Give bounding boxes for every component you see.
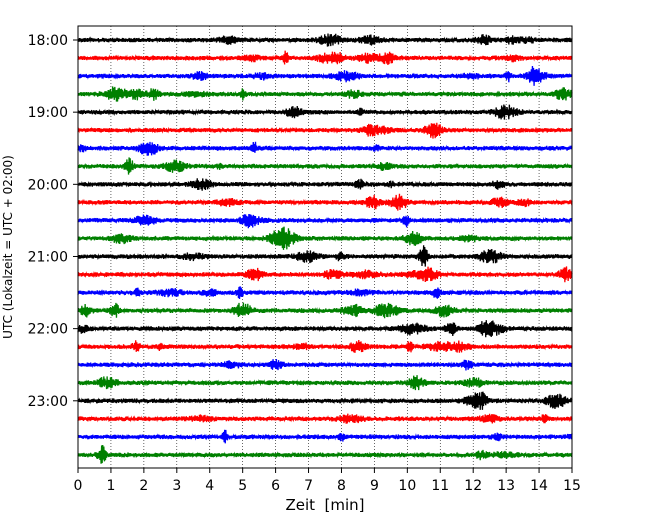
trace-2100 xyxy=(77,245,573,267)
x-tick-label-7: 7 xyxy=(304,478,313,494)
x-tick-label-15: 15 xyxy=(563,478,581,494)
x-tick-label-4: 4 xyxy=(205,478,214,494)
y-tick-label-0: 18:00 xyxy=(28,33,68,49)
x-tick-label-11: 11 xyxy=(431,478,449,494)
trace-2345 xyxy=(77,445,573,464)
trace-2230 xyxy=(77,358,573,371)
trace-1930 xyxy=(77,141,573,156)
y-tick-label-3: 21:00 xyxy=(28,249,68,265)
trace-2045 xyxy=(77,226,573,250)
x-tick-label-14: 14 xyxy=(530,478,548,494)
trace-2130 xyxy=(77,286,573,300)
x-axis-title: Zeit [min] xyxy=(285,496,364,514)
trace-2145 xyxy=(77,302,573,319)
trace-2315 xyxy=(77,413,573,424)
x-tick-label-6: 6 xyxy=(271,478,280,494)
y-tick-label-2: 20:00 xyxy=(28,177,68,193)
x-tick-label-5: 5 xyxy=(238,478,247,494)
trace-1815 xyxy=(77,50,573,66)
trace-1800 xyxy=(77,33,573,47)
trace-2030 xyxy=(77,214,573,229)
y-tick-label-1: 19:00 xyxy=(28,105,68,121)
y-axis-title: UTC (Lokalzeit = UTC + 02:00) xyxy=(1,155,15,339)
trace-1900 xyxy=(77,104,573,120)
trace-2330 xyxy=(77,429,573,444)
x-tick-label-8: 8 xyxy=(337,478,346,494)
trace-2115 xyxy=(77,266,573,283)
y-axis-ticks: 18:00 19:00 20:00 21:00 22:00 23:00 xyxy=(28,33,78,410)
plot-frame xyxy=(77,25,573,469)
x-tick-label-12: 12 xyxy=(464,478,482,494)
trace-layer xyxy=(77,33,573,464)
y-tick-label-4: 22:00 xyxy=(28,322,68,338)
x-tick-label-0: 0 xyxy=(74,478,83,494)
trace-1845 xyxy=(77,86,573,102)
x-tick-label-13: 13 xyxy=(497,478,515,494)
x-tick-label-9: 9 xyxy=(370,478,379,494)
trace-2000 xyxy=(77,178,573,191)
x-tick-label-2: 2 xyxy=(139,478,148,494)
trace-1830 xyxy=(77,66,573,86)
y-tick-label-5: 23:00 xyxy=(28,394,68,410)
trace-2200 xyxy=(77,320,573,338)
trace-2015 xyxy=(77,193,573,211)
trace-1945 xyxy=(77,157,573,175)
trace-2245 xyxy=(77,375,573,391)
trace-1915 xyxy=(77,122,573,139)
x-tick-label-10: 10 xyxy=(398,478,416,494)
x-tick-label-3: 3 xyxy=(172,478,181,494)
x-axis-ticks: 0 1 2 3 4 5 6 7 8 9 10 11 12 13 14 15 xyxy=(74,468,581,494)
trace-2215 xyxy=(77,340,573,353)
x-tick-label-1: 1 xyxy=(106,478,115,494)
trace-2300 xyxy=(77,391,573,410)
